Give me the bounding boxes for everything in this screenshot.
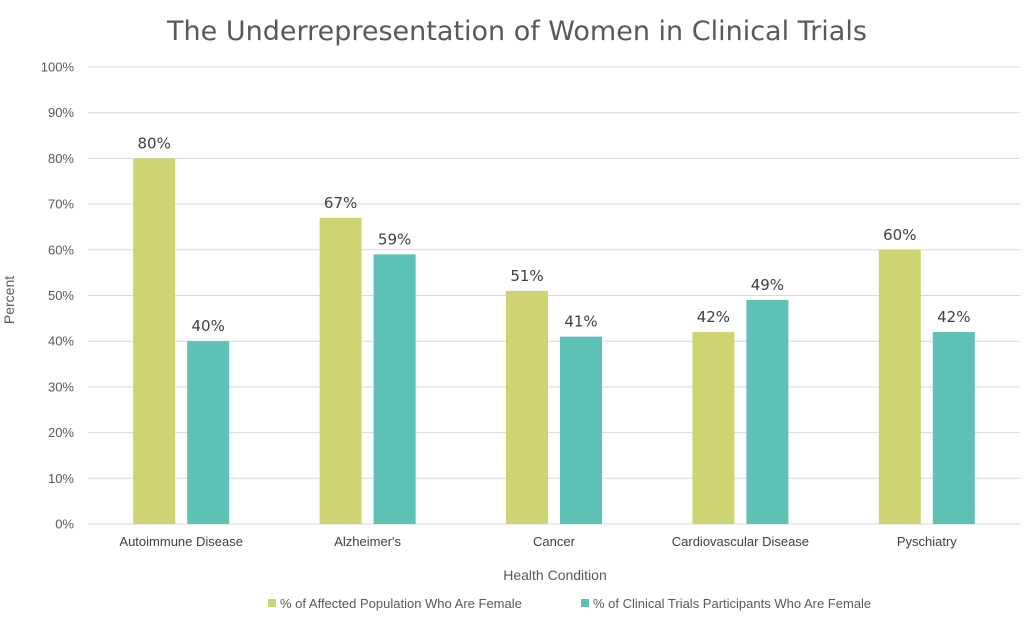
x-category-label: Autoimmune Disease (119, 534, 243, 549)
legend-swatch (268, 599, 276, 607)
bar-affected-population (878, 249, 921, 525)
y-tick-label: 40% (48, 334, 74, 349)
data-labels: 80% 40% 67% 59% 51% 41% 42% 49% 60% 42% (138, 134, 971, 335)
y-axis-ticks: 0% 10% 20% 30% 40% 50% 60% 70% 80% 90% 100% (41, 60, 75, 532)
y-tick-label: 70% (48, 197, 74, 212)
data-label: 42% (697, 308, 730, 326)
data-label: 41% (564, 313, 597, 331)
legend-swatch (581, 599, 589, 607)
data-label: 60% (883, 226, 916, 244)
data-label: 59% (378, 230, 411, 248)
bar-affected-population (319, 217, 362, 524)
x-category-label: Alzheimer's (334, 534, 401, 549)
y-tick-label: 60% (48, 242, 74, 257)
legend-label: % of Affected Population Who Are Female (280, 596, 522, 611)
bar-affected-population (692, 332, 735, 524)
data-label: 80% (138, 134, 171, 152)
y-tick-label: 20% (48, 425, 74, 440)
bar-trial-participants (932, 332, 975, 524)
x-category-label: Cardiovascular Disease (672, 534, 809, 549)
bar-trial-participants (373, 254, 416, 524)
bars (133, 158, 975, 525)
y-tick-label: 30% (48, 379, 74, 394)
bar-affected-population (133, 158, 176, 524)
y-tick-label: 0% (55, 517, 74, 532)
legend: % of Affected Population Who Are Female%… (268, 596, 871, 611)
x-axis-title: Health Condition (503, 567, 607, 583)
data-label: 42% (937, 308, 970, 326)
x-axis-categories: Autoimmune Disease Alzheimer's Cancer Cardi… (119, 534, 957, 549)
bar-trial-participants (560, 336, 602, 524)
y-axis-title: Percent (1, 276, 17, 324)
data-label: 67% (324, 194, 357, 212)
data-label: 40% (192, 317, 225, 335)
y-tick-label: 50% (48, 288, 74, 303)
x-category-label: Cancer (533, 534, 576, 549)
legend-label: % of Clinical Trials Participants Who Ar… (593, 596, 871, 611)
chart-title: The Underrepresentation of Women in Clin… (166, 16, 867, 47)
y-tick-label: 100% (41, 60, 75, 75)
y-tick-label: 90% (48, 105, 74, 120)
x-category-label: Pyschiatry (897, 534, 957, 549)
y-tick-label: 10% (48, 471, 74, 486)
bar-affected-population (506, 290, 548, 524)
data-label: 49% (751, 276, 784, 294)
gridlines (88, 66, 1020, 525)
data-label: 51% (510, 267, 543, 285)
bar-trial-participants (187, 341, 230, 524)
bar-trial-participants (746, 300, 789, 524)
y-tick-label: 80% (48, 151, 74, 166)
